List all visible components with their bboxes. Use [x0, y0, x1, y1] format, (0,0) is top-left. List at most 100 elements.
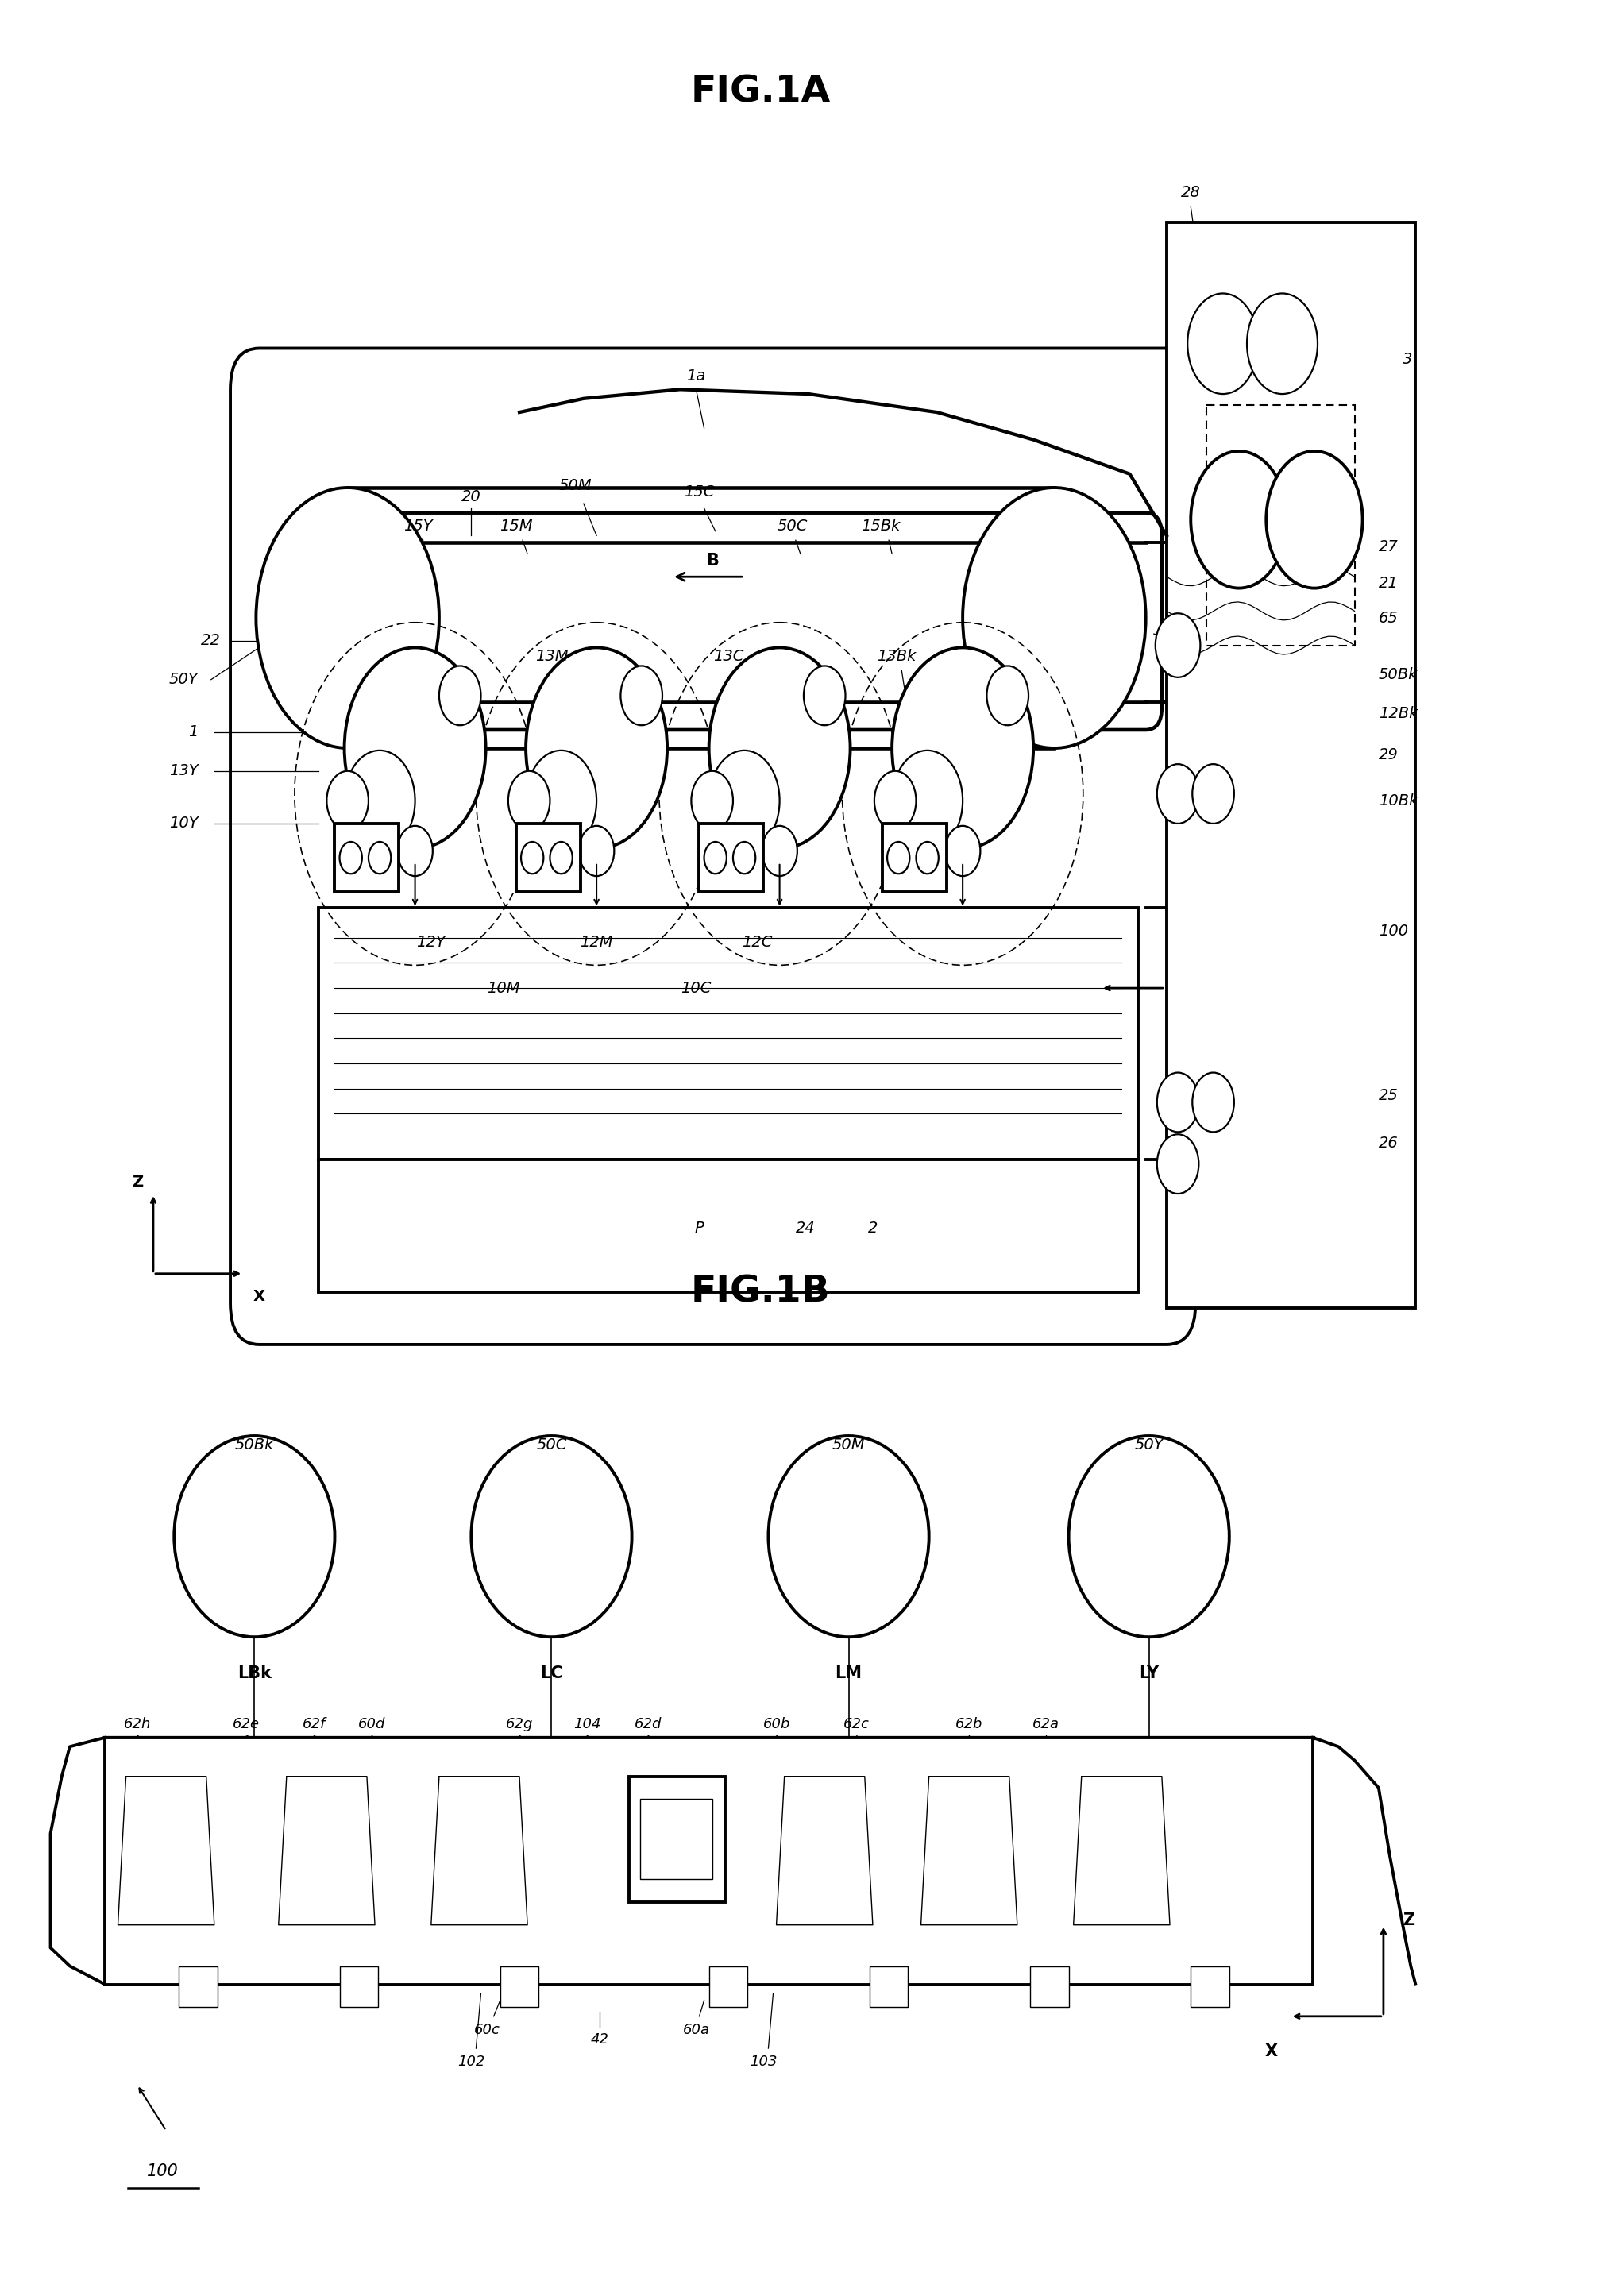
Text: B: B [707, 553, 718, 569]
Text: 13Y: 13Y [170, 765, 199, 778]
Text: LBk: LBk [238, 1665, 272, 1681]
Text: 13M: 13M [535, 650, 568, 664]
Text: FIG.1A: FIG.1A [690, 73, 830, 110]
Text: FIG.1B: FIG.1B [690, 1274, 830, 1309]
Text: 60a: 60a [682, 2023, 710, 2037]
Text: 62b: 62b [956, 1717, 983, 1731]
Circle shape [893, 751, 962, 852]
Bar [516, 824, 581, 893]
Bar [1206, 406, 1355, 645]
Bar [629, 1777, 724, 1901]
Circle shape [579, 827, 614, 877]
Text: 65: 65 [1379, 611, 1399, 625]
Bar [319, 909, 1138, 1159]
Text: X: X [1264, 2043, 1277, 2060]
Circle shape [508, 771, 550, 831]
Text: 1a: 1a [686, 367, 705, 383]
Text: Z: Z [1402, 1913, 1415, 1929]
Circle shape [708, 647, 851, 850]
Circle shape [708, 751, 779, 852]
Ellipse shape [175, 1435, 335, 1637]
Circle shape [550, 843, 572, 875]
Text: 15M: 15M [500, 519, 532, 535]
Circle shape [344, 751, 416, 852]
Circle shape [526, 647, 668, 850]
Text: 50C: 50C [778, 519, 807, 535]
Text: 62f: 62f [302, 1717, 325, 1731]
Circle shape [344, 647, 485, 850]
Text: 60d: 60d [357, 1717, 385, 1731]
Text: 50Bk: 50Bk [1379, 668, 1418, 682]
Text: 100: 100 [1379, 923, 1408, 939]
Circle shape [893, 647, 1033, 850]
Text: 10Y: 10Y [170, 815, 199, 831]
Bar [1190, 1965, 1229, 2007]
Text: 2: 2 [868, 1221, 878, 1235]
Text: 50M: 50M [559, 478, 592, 494]
Text: 3: 3 [1402, 351, 1413, 367]
Text: 27: 27 [1379, 540, 1399, 556]
Bar [500, 1965, 538, 2007]
Circle shape [1192, 765, 1234, 824]
Text: 10Bk: 10Bk [1379, 792, 1418, 808]
Text: 15Y: 15Y [404, 519, 433, 535]
Ellipse shape [768, 1435, 928, 1637]
Text: 50Bk: 50Bk [234, 1437, 273, 1453]
Text: 20: 20 [461, 489, 482, 505]
Text: 12C: 12C [742, 934, 773, 951]
Ellipse shape [1069, 1435, 1229, 1637]
Circle shape [1190, 450, 1287, 588]
Bar [340, 1965, 378, 2007]
Bar [1166, 223, 1415, 1309]
Bar [708, 1965, 747, 2007]
Text: 15C: 15C [684, 484, 715, 501]
Bar [105, 1738, 1313, 1984]
Circle shape [369, 843, 391, 875]
Text: 1: 1 [189, 726, 199, 739]
Circle shape [255, 487, 440, 748]
Circle shape [398, 827, 433, 877]
Circle shape [340, 843, 362, 875]
Circle shape [621, 666, 663, 726]
Circle shape [327, 771, 369, 831]
Circle shape [875, 771, 917, 831]
Text: 104: 104 [572, 1717, 600, 1731]
Circle shape [1158, 1072, 1198, 1132]
Text: Z: Z [131, 1176, 142, 1189]
Text: 62d: 62d [634, 1717, 661, 1731]
Circle shape [1192, 1072, 1234, 1132]
Text: P: P [695, 1221, 703, 1235]
Text: 102: 102 [458, 2055, 485, 2069]
Text: 62e: 62e [233, 1717, 260, 1731]
Text: LM: LM [834, 1665, 862, 1681]
Text: 25: 25 [1379, 1088, 1399, 1102]
Text: 21: 21 [1379, 576, 1399, 590]
Circle shape [733, 843, 755, 875]
Text: 15Bk: 15Bk [862, 519, 901, 535]
Text: 12Y: 12Y [417, 934, 446, 951]
Text: 10M: 10M [487, 980, 521, 996]
Text: 62a: 62a [1033, 1717, 1059, 1731]
Text: 28: 28 [1180, 186, 1200, 200]
Circle shape [888, 843, 910, 875]
Circle shape [1247, 294, 1318, 395]
Circle shape [944, 827, 980, 877]
Text: 12Bk: 12Bk [1379, 707, 1418, 721]
Circle shape [1158, 765, 1198, 824]
Circle shape [1266, 450, 1363, 588]
Bar [335, 824, 399, 893]
Bar [870, 1965, 909, 2007]
Bar [179, 1965, 218, 2007]
Circle shape [804, 666, 846, 726]
Circle shape [440, 666, 480, 726]
Bar [319, 1159, 1138, 1293]
Text: 10C: 10C [681, 980, 711, 996]
Circle shape [1187, 294, 1258, 395]
Text: 103: 103 [750, 2055, 778, 2069]
Bar [883, 824, 946, 893]
Bar [699, 824, 763, 893]
Bar [640, 1800, 711, 1878]
Text: 62h: 62h [123, 1717, 150, 1731]
Ellipse shape [471, 1435, 632, 1637]
Text: 24: 24 [796, 1221, 815, 1235]
